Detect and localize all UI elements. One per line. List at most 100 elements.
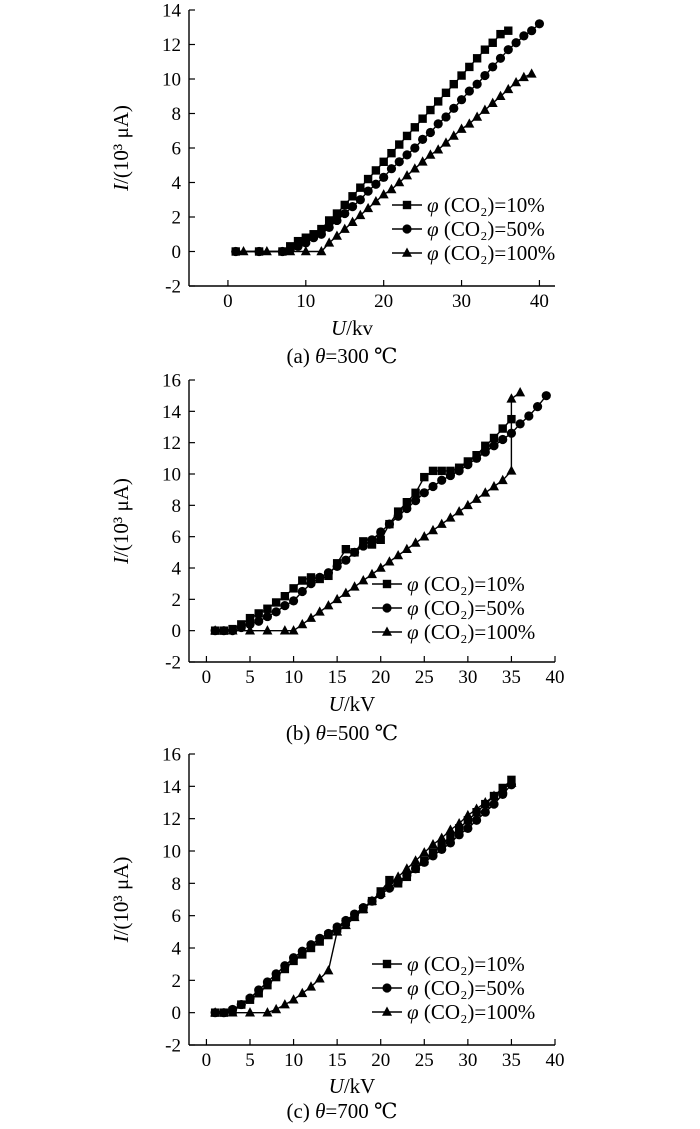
data-point-circle [288, 596, 299, 606]
data-point-triangle [316, 246, 327, 256]
x-axis-label: U/kV [329, 1074, 376, 1098]
data-point-square [367, 540, 377, 549]
data-point-square [382, 579, 392, 589]
data-point-circle [489, 799, 499, 809]
data-point-circle [445, 838, 456, 848]
data-point-triangle [340, 587, 351, 597]
x-tick-label: 15 [328, 1050, 347, 1071]
data-point-triangle [210, 625, 221, 635]
data-point-circle [355, 195, 365, 205]
data-point-triangle [367, 895, 377, 905]
data-point-square [263, 604, 272, 613]
data-point-square [356, 183, 365, 192]
data-point-triangle [210, 1007, 221, 1017]
data-point-square [437, 466, 446, 476]
data-point-triangle [410, 855, 421, 865]
data-point-circle [384, 519, 395, 529]
panel-caption: (a) θ=300 ℃ [287, 344, 398, 368]
x-tick-label: 0 [223, 291, 233, 312]
data-point-square [306, 573, 316, 582]
data-point-circle [534, 19, 545, 29]
data-point-triangle [238, 246, 249, 256]
chart-panel-3: -2 0 2 4 6 8 10 12 14 16 0 5 10 15 20 25 30 35 40 I/(10³ μA… [109, 745, 565, 1124]
legend-label: φ (CO₂)=10% [427, 193, 545, 217]
legend-label: φ (CO₂)=10% [407, 952, 525, 976]
data-point-circle [437, 844, 447, 854]
data-point-square [463, 816, 473, 825]
data-point-triangle [279, 999, 290, 1009]
data-point-circle [402, 224, 412, 234]
data-point-triangle [401, 543, 412, 553]
series-triangle [238, 68, 537, 256]
data-point-circle [262, 611, 273, 622]
data-point-triangle [440, 137, 451, 147]
data-point-triangle [401, 863, 412, 873]
data-point-circle [471, 815, 482, 825]
y-tick-label: 10 [162, 842, 181, 863]
data-point-circle [495, 53, 506, 63]
data-point-triangle [454, 506, 465, 516]
data-point-triangle [363, 202, 374, 213]
y-tick-label: 14 [162, 1, 182, 22]
data-point-square [317, 224, 326, 234]
x-tick-label: 5 [245, 1050, 255, 1071]
data-point-triangle [445, 824, 456, 834]
data-point-triangle [495, 90, 506, 101]
data-point-circle [402, 503, 412, 514]
data-point-triangle [497, 784, 508, 794]
y-tick-label: -2 [165, 1036, 181, 1057]
y-tick-label: 4 [172, 939, 182, 960]
y-axis-label: I/(10³ μA) [109, 105, 133, 192]
data-point-circle [363, 186, 373, 196]
data-point-circle [245, 993, 255, 1003]
y-tick-label: 6 [172, 139, 182, 160]
data-point-circle [231, 246, 241, 257]
legend-label: φ (CO₂)=100% [427, 241, 555, 265]
data-point-triangle [314, 973, 325, 983]
data-point-circle [367, 535, 377, 545]
data-point-triangle [419, 531, 430, 541]
data-point-triangle [506, 777, 517, 787]
data-point-circle [376, 527, 386, 537]
data-point-triangle [506, 393, 517, 403]
y-tick-label: 6 [172, 527, 182, 548]
data-point-triangle [384, 879, 395, 889]
data-point-triangle [279, 625, 290, 635]
data-point-triangle [340, 919, 351, 930]
y-tick-label: 4 [172, 559, 182, 580]
x-tick-label: 30 [458, 667, 477, 688]
data-point-triangle [433, 144, 444, 154]
y-tick-label: 0 [172, 242, 182, 263]
data-point-triangle [489, 481, 499, 491]
data-point-triangle [306, 981, 316, 991]
data-point-triangle [393, 871, 404, 881]
data-point-circle [349, 547, 360, 557]
data-point-circle [410, 864, 421, 874]
data-point-square [280, 592, 290, 601]
series-circle [210, 391, 551, 636]
data-point-triangle [297, 618, 308, 629]
data-point-circle [524, 411, 534, 421]
data-point-circle [324, 222, 334, 232]
data-point-triangle [472, 111, 483, 121]
data-point-triangle [436, 518, 447, 528]
data-point-circle [340, 208, 350, 219]
data-point-circle [425, 127, 436, 138]
data-point-circle [532, 402, 543, 412]
data-point-triangle [324, 237, 335, 247]
data-point-square [340, 200, 349, 210]
data-point-square [446, 832, 455, 841]
panel-caption: (b) θ=500 ℃ [286, 721, 398, 745]
y-tick-label: 2 [172, 971, 182, 992]
data-point-circle [464, 86, 474, 96]
data-point-triangle [402, 170, 413, 180]
x-tick-label: 10 [296, 291, 315, 312]
x-tick-label: 30 [458, 1050, 477, 1071]
data-point-circle [306, 940, 316, 950]
panel-caption: (c) θ=700 ℃ [287, 1099, 398, 1123]
data-point-triangle [386, 183, 397, 194]
data-point-square [496, 29, 505, 39]
data-point-square [254, 609, 263, 618]
data-point-circle [441, 112, 451, 122]
data-point-triangle [300, 246, 311, 256]
